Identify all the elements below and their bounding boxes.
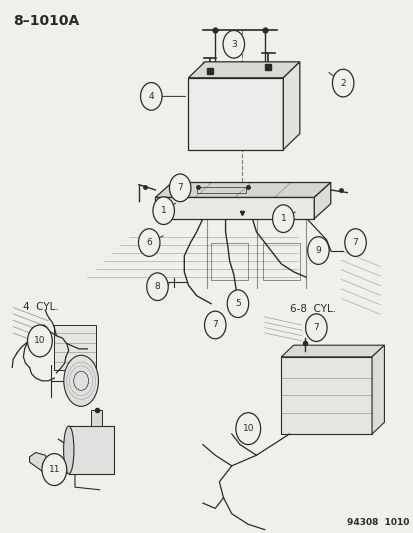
Text: 10: 10 xyxy=(34,336,45,345)
Circle shape xyxy=(27,325,52,357)
Text: 10: 10 xyxy=(242,424,254,433)
Text: 1: 1 xyxy=(280,214,285,223)
Circle shape xyxy=(152,197,174,224)
Polygon shape xyxy=(188,62,299,78)
Text: 3: 3 xyxy=(230,40,236,49)
Polygon shape xyxy=(280,345,384,357)
Polygon shape xyxy=(280,357,371,434)
Circle shape xyxy=(235,413,260,445)
Text: 4: 4 xyxy=(148,92,154,101)
Circle shape xyxy=(146,273,168,301)
Polygon shape xyxy=(188,78,282,150)
Circle shape xyxy=(223,30,244,58)
Polygon shape xyxy=(313,182,330,219)
Text: 7: 7 xyxy=(352,238,358,247)
Polygon shape xyxy=(371,345,384,434)
Ellipse shape xyxy=(64,426,74,474)
Polygon shape xyxy=(54,325,95,370)
Text: 4  CYL.: 4 CYL. xyxy=(23,302,59,312)
Polygon shape xyxy=(155,197,313,219)
Text: 7: 7 xyxy=(212,320,218,329)
Polygon shape xyxy=(91,410,102,426)
Polygon shape xyxy=(29,453,50,475)
Circle shape xyxy=(344,229,366,256)
Polygon shape xyxy=(69,426,114,474)
Text: 1: 1 xyxy=(160,206,166,215)
Circle shape xyxy=(227,290,248,318)
Text: 6: 6 xyxy=(146,238,152,247)
Text: 9: 9 xyxy=(315,246,320,255)
Text: 7: 7 xyxy=(177,183,183,192)
Circle shape xyxy=(204,311,225,339)
Text: 94308  1010: 94308 1010 xyxy=(346,518,408,527)
Polygon shape xyxy=(282,62,299,150)
Ellipse shape xyxy=(64,356,98,406)
Circle shape xyxy=(138,229,159,256)
Circle shape xyxy=(332,69,353,97)
Text: 8: 8 xyxy=(154,282,160,291)
Circle shape xyxy=(272,205,293,232)
Text: 8–1010A: 8–1010A xyxy=(13,14,79,28)
Polygon shape xyxy=(155,182,330,197)
Circle shape xyxy=(169,174,190,201)
Text: 11: 11 xyxy=(48,465,60,474)
Text: 5: 5 xyxy=(235,299,240,308)
Circle shape xyxy=(307,237,328,264)
Text: 7: 7 xyxy=(313,323,318,332)
Circle shape xyxy=(42,454,66,486)
Circle shape xyxy=(140,83,161,110)
Text: 6-8  CYL.: 6-8 CYL. xyxy=(289,304,335,314)
Text: 2: 2 xyxy=(339,78,345,87)
Circle shape xyxy=(305,314,326,342)
